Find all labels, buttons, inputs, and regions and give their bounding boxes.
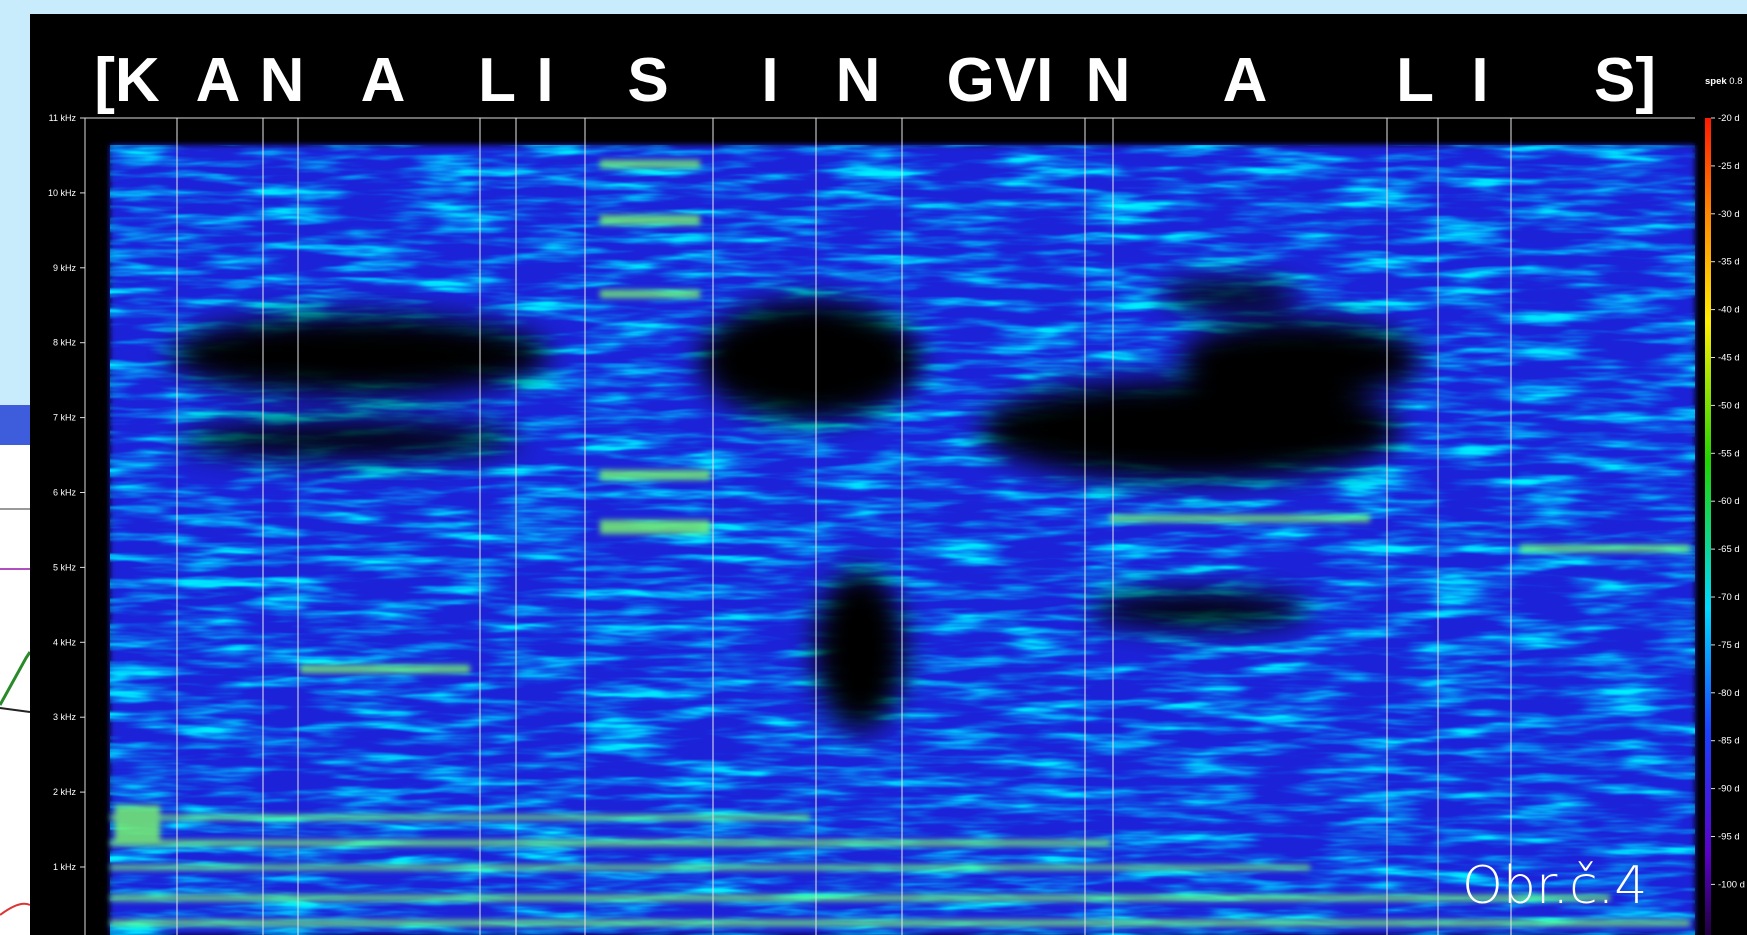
- phoneme-label: [K: [94, 46, 160, 115]
- caption: Obr.č.4: [1462, 856, 1647, 916]
- colorbar-label: -65 d: [1718, 544, 1740, 555]
- phoneme-label: S: [627, 46, 668, 115]
- colorbar-label: -75 d: [1718, 640, 1740, 651]
- colorbar-title: spek 0.8: [1705, 76, 1743, 87]
- phoneme-label: I: [761, 46, 778, 115]
- phoneme-label: A: [361, 46, 406, 115]
- colorbar-label: -30 d: [1718, 209, 1740, 220]
- phoneme-label: L: [478, 46, 516, 115]
- colorbar-label: -50 d: [1718, 400, 1740, 411]
- frequency-label: 11 kHz: [49, 113, 77, 123]
- colorbar-label: -100 d: [1718, 879, 1745, 890]
- side-band: [0, 405, 30, 445]
- colorbar-label: -95 d: [1718, 832, 1740, 843]
- colorbar-title-main: spek: [1705, 76, 1727, 87]
- frequency-label: 3 kHz: [53, 712, 77, 722]
- colorbar-label: -35 d: [1718, 257, 1740, 268]
- phoneme-label: S]: [1594, 46, 1656, 115]
- frequency-label: 10 kHz: [48, 188, 77, 198]
- page: spek 0.8 Obr.č.4 [KANALISINGVINALIS]11 k…: [0, 0, 1747, 935]
- colorbar-label: -55 d: [1718, 448, 1740, 459]
- phoneme-label: I: [1471, 46, 1488, 115]
- colorbar-label: -25 d: [1718, 161, 1740, 172]
- colorbar-label: -40 d: [1718, 305, 1740, 316]
- phoneme-label: L: [1396, 46, 1434, 115]
- phoneme-label: N: [836, 46, 881, 115]
- colorbar-label: -70 d: [1718, 592, 1740, 603]
- colorbar-label: -80 d: [1718, 688, 1740, 699]
- colorbar-label: -60 d: [1718, 496, 1740, 507]
- slide: spek 0.8 Obr.č.4 [KANALISINGVINALIS]11 k…: [0, 0, 1747, 935]
- side-panel: [0, 445, 30, 935]
- phoneme-label: N: [1086, 46, 1131, 115]
- phoneme-label: N: [260, 46, 305, 115]
- phoneme-label: A: [196, 46, 241, 115]
- phoneme-label: I: [536, 46, 553, 115]
- colorbar-label: -45 d: [1718, 353, 1740, 364]
- colorbar-label: -20 d: [1718, 113, 1740, 124]
- frequency-label: 6 kHz: [53, 488, 77, 498]
- frequency-label: 9 kHz: [53, 263, 77, 273]
- colorbar-label: -90 d: [1718, 784, 1740, 795]
- frequency-label: 7 kHz: [53, 413, 77, 423]
- frequency-label: 4 kHz: [53, 637, 77, 647]
- frequency-label: 8 kHz: [53, 338, 77, 348]
- frequency-label: 1 kHz: [53, 862, 77, 872]
- frequency-label: 5 kHz: [53, 562, 77, 572]
- phoneme-label: GVI: [947, 46, 1054, 115]
- colorbar-subtitle: 0.8: [1729, 76, 1742, 87]
- colorbar: [1705, 118, 1711, 935]
- frequency-label: 2 kHz: [53, 787, 77, 797]
- colorbar-label: -85 d: [1718, 736, 1740, 747]
- phoneme-label: A: [1223, 46, 1268, 115]
